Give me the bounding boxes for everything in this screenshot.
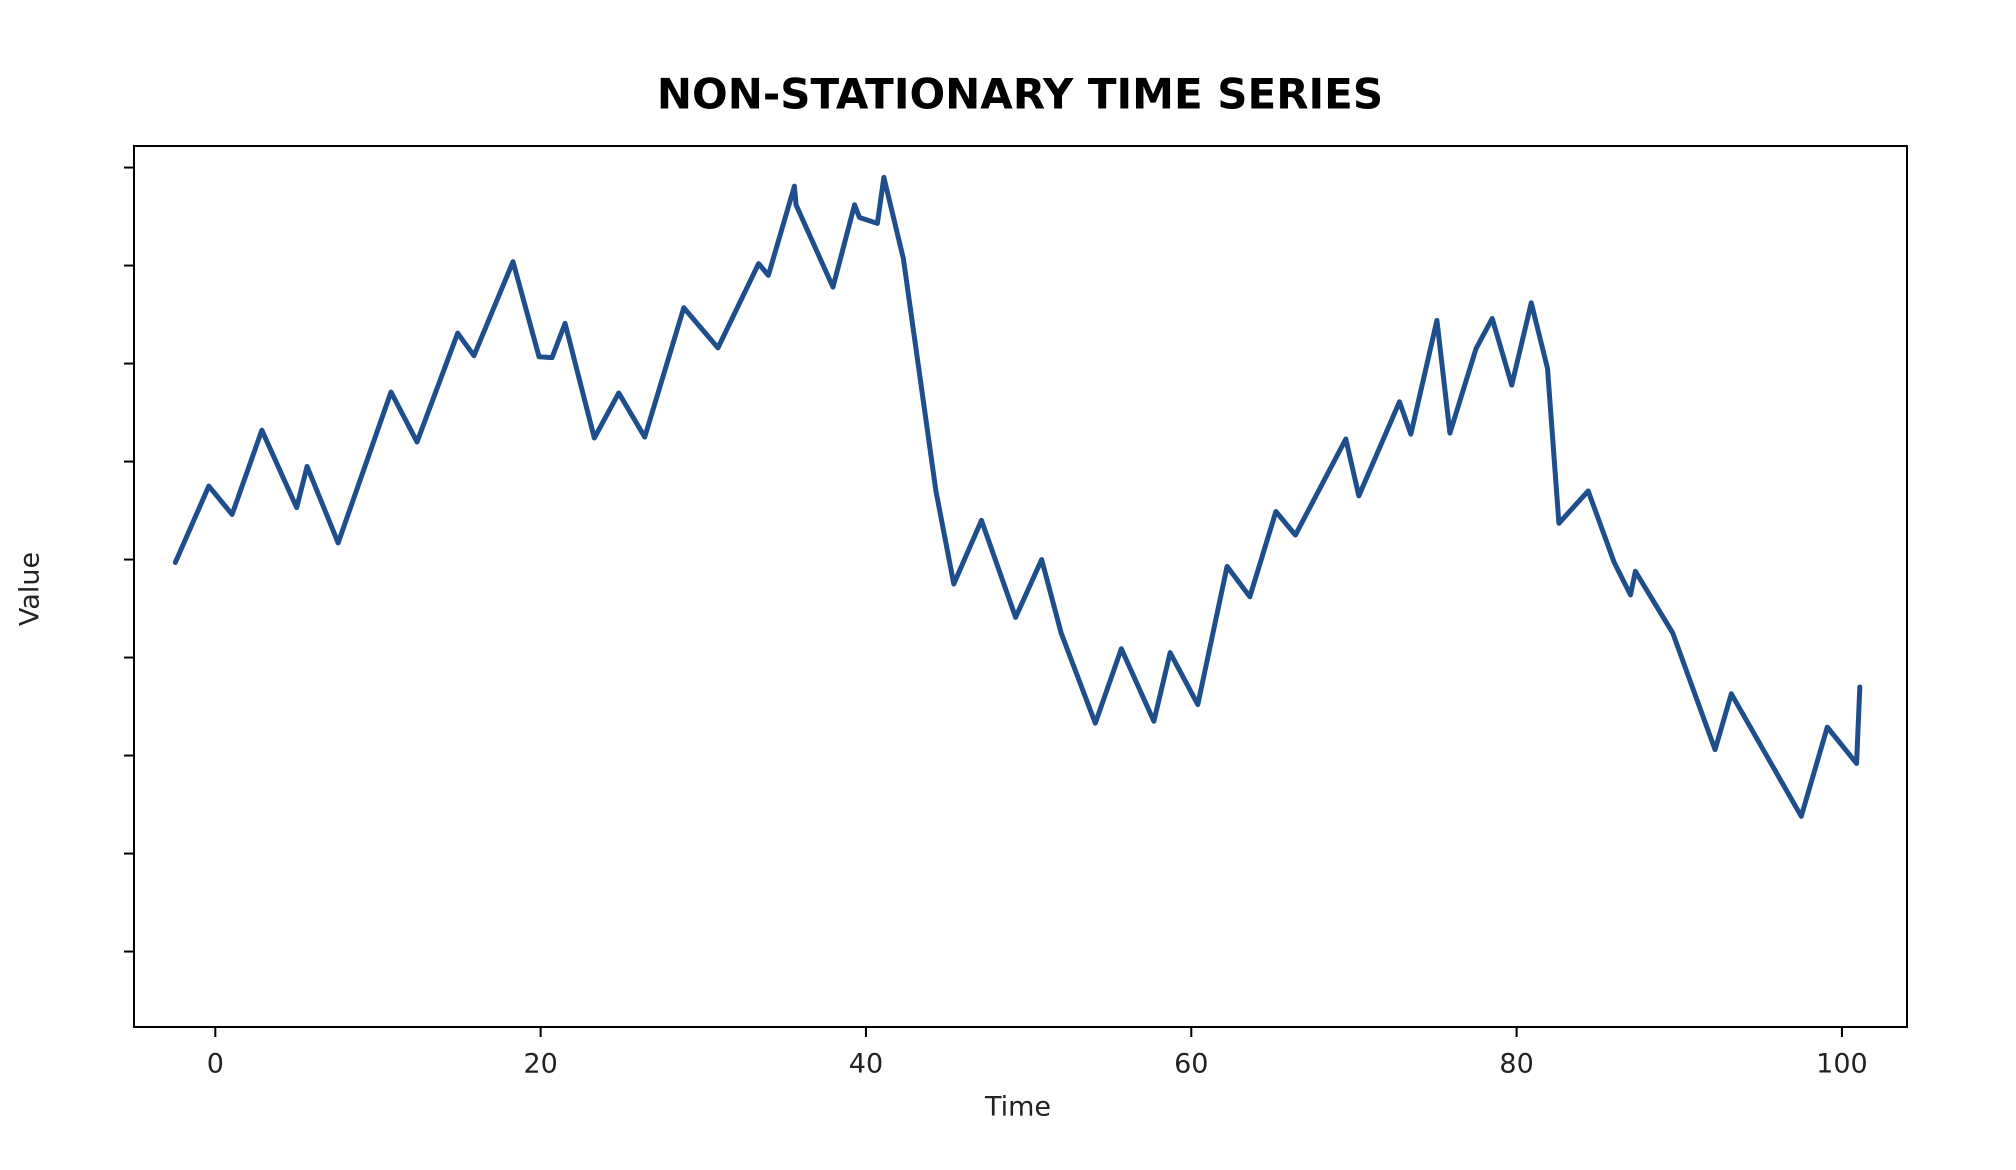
chart-title: NON-STATIONARY TIME SERIES: [657, 70, 1383, 119]
plot-frame: [133, 145, 1908, 1028]
x-tick-label: 0: [207, 1049, 224, 1080]
x-tick-label: 100: [1816, 1049, 1868, 1080]
x-tick-label: 20: [523, 1049, 557, 1080]
x-axis-label: Time: [984, 1092, 1051, 1123]
x-tick-label: 40: [849, 1049, 883, 1080]
data-line: [172, 174, 1863, 819]
x-tick-label: 60: [1174, 1049, 1208, 1080]
x-tick-label: 80: [1499, 1049, 1533, 1080]
y-axis-label: Value: [15, 552, 46, 626]
